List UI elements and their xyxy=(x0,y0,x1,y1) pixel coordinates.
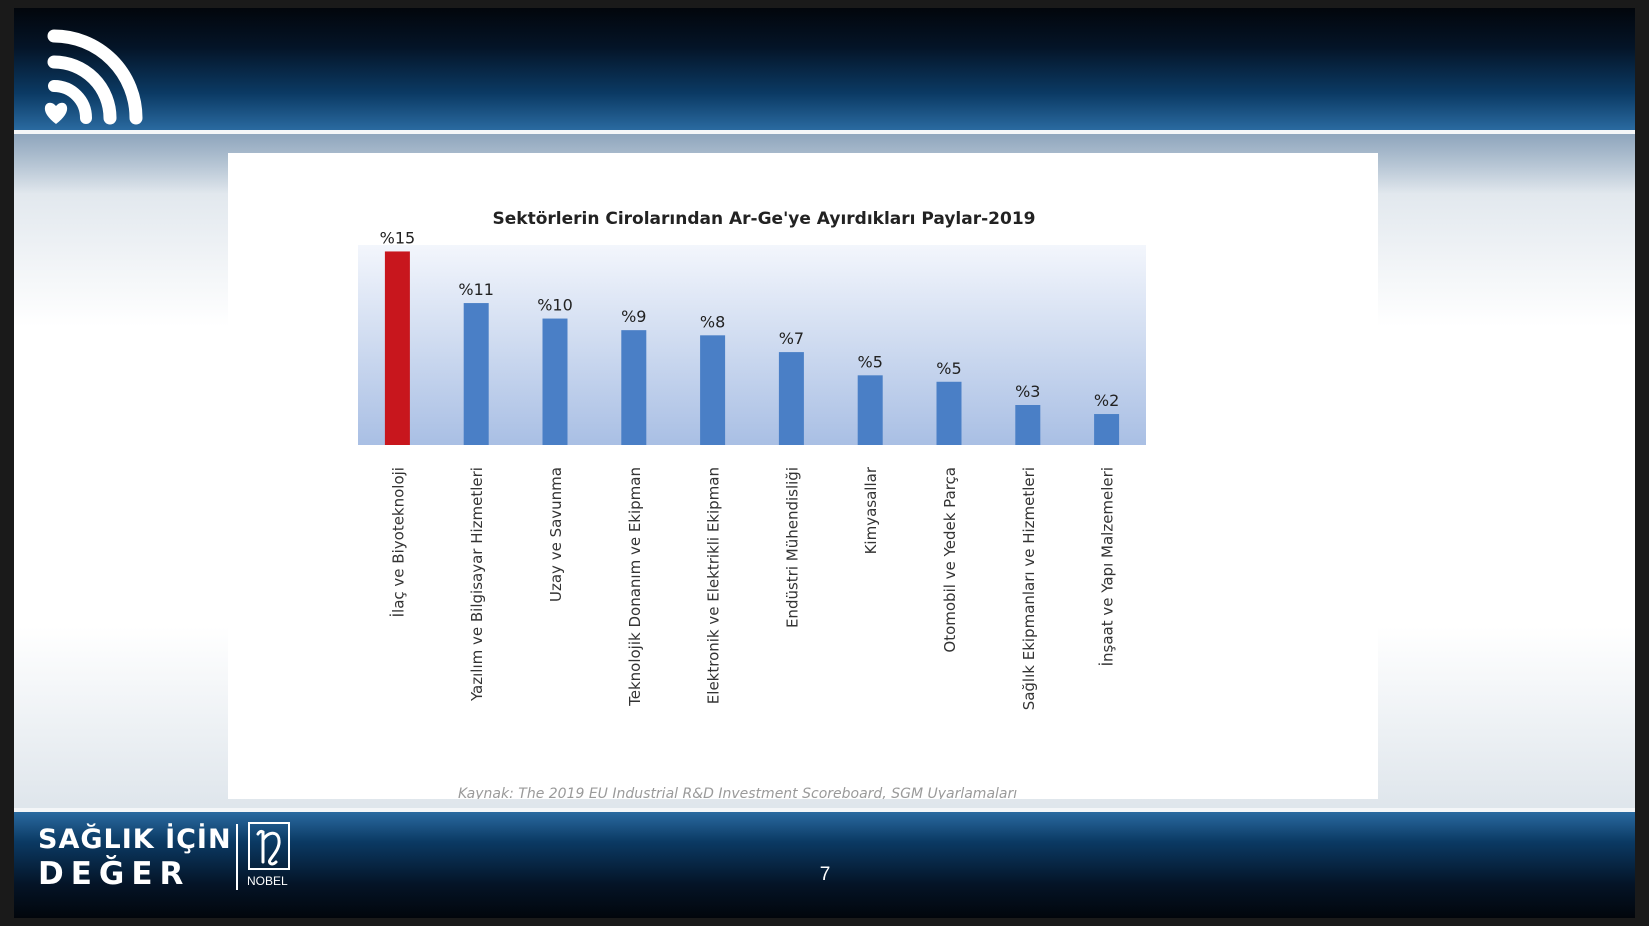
category-label: Uzay ve Savunma xyxy=(547,467,565,602)
chart-source: Kaynak: The 2019 EU Industrial R&D Inves… xyxy=(458,786,1018,799)
bar-chart: %15 İlaç ve Biyoteknoloji %11 Yazılım ve Bi… xyxy=(358,228,1146,710)
category-label: Otomobil ve Yedek Parça xyxy=(941,467,959,653)
nobel-logo-icon xyxy=(248,822,290,870)
page-number: 7 xyxy=(819,864,831,885)
chart-slide: Sektörlerin Cirolarından Ar-Ge'ye Ayırdı… xyxy=(228,153,1378,799)
header-band xyxy=(14,8,1635,130)
bar xyxy=(857,375,883,445)
category-label: İnşaat ve Yapı Malzemeleri xyxy=(1098,467,1117,666)
chart-title: Sektörlerin Cirolarından Ar-Ge'ye Ayırdı… xyxy=(492,209,1036,229)
bar-value-label: %9 xyxy=(621,307,646,326)
bar xyxy=(1094,414,1120,445)
bar-value-label: %2 xyxy=(1094,391,1119,410)
bar xyxy=(700,335,726,445)
category-label: Endüstri Mühendisliği xyxy=(783,467,801,628)
bar-value-label: %5 xyxy=(858,352,883,371)
bar xyxy=(778,352,804,445)
footer-divider xyxy=(14,808,1635,812)
category-label: Kimyasallar xyxy=(862,466,880,554)
heart-signal-logo-icon xyxy=(44,29,143,125)
nobel-label: NOBEL xyxy=(247,874,288,888)
plot-area xyxy=(358,245,1146,445)
bar xyxy=(1015,405,1041,445)
bar-value-label: %15 xyxy=(380,228,416,247)
bar xyxy=(936,381,962,445)
bar xyxy=(463,303,489,445)
brand-line-2: DEĞER xyxy=(38,856,191,892)
category-label: Teknolojik Donanım ve Ekipman xyxy=(626,467,644,707)
bar xyxy=(384,251,410,445)
brand-divider xyxy=(236,824,238,890)
bar xyxy=(542,318,568,445)
bar-value-label: %11 xyxy=(458,280,494,299)
bar-value-label: %7 xyxy=(779,329,804,348)
category-label: Yazılım ve Bilgisayar Hizmetleri xyxy=(468,467,486,702)
bar-value-label: %5 xyxy=(936,359,961,378)
bar-value-label: %8 xyxy=(700,312,725,331)
bar xyxy=(621,330,647,445)
bar-value-label: %10 xyxy=(537,296,573,315)
bar-value-label: %3 xyxy=(1015,382,1040,401)
category-label: İlaç ve Biyoteknoloji xyxy=(388,467,407,617)
header-divider xyxy=(14,130,1635,134)
category-label: Elektronik ve Elektrikli Ekipman xyxy=(705,467,723,704)
footer-band xyxy=(14,812,1635,918)
category-label: Sağlık Ekipmanları ve Hizmetleri xyxy=(1020,467,1038,710)
brand-line-1: SAĞLIK İÇİN xyxy=(38,824,232,855)
